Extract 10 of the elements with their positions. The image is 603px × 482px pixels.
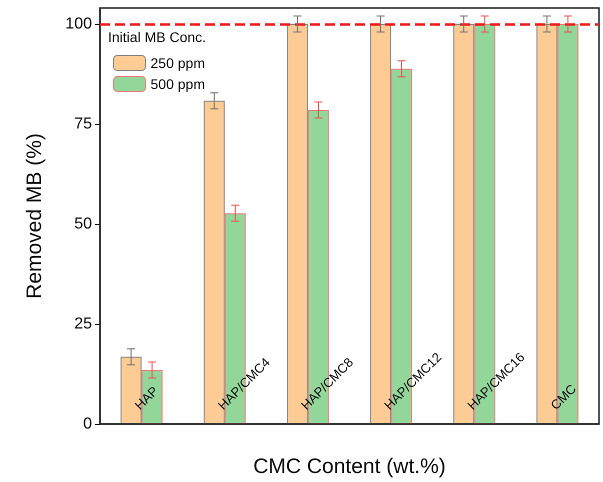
y-axis-title: Removed MB (%) (23, 133, 46, 299)
legend-label: 250 ppm (150, 55, 205, 71)
y-tick-label: 25 (74, 316, 92, 332)
legend-label: 500 ppm (150, 76, 205, 92)
legend-title: Initial MB Conc. (108, 29, 206, 45)
y-tick-label: 75 (74, 116, 92, 132)
y-tick-label: 100 (65, 16, 92, 32)
y-tick-label: 50 (74, 216, 92, 232)
y-tick-label: 0 (83, 416, 92, 432)
x-axis-title: CMC Content (wt.%) (253, 455, 446, 478)
